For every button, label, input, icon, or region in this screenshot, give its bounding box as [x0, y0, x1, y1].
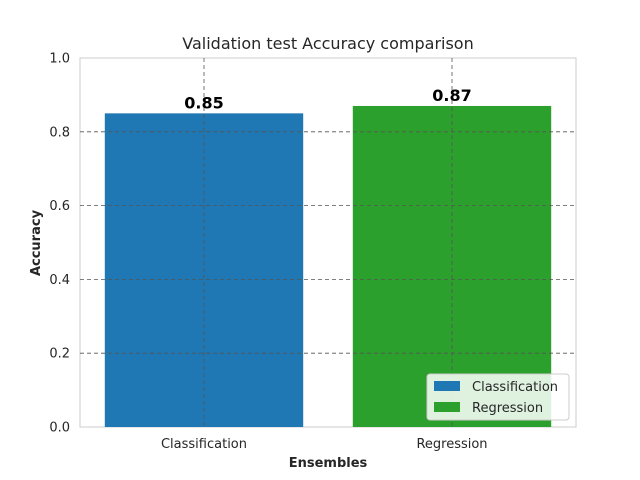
y-tick-label: 1.0: [49, 52, 70, 67]
x-tick-label: Regression: [416, 437, 487, 452]
grid-lines-overlay: [80, 58, 576, 427]
y-tick-label: 0.8: [49, 125, 70, 140]
legend-label-classification: Classification: [472, 380, 558, 395]
data-label-regression: 0.87: [432, 86, 471, 105]
legend-entries: Classification Regression: [434, 380, 558, 416]
axis-ticks: Classification Regression 0.0 0.2 0.4 0.6 0.8 1…: [49, 52, 487, 453]
x-tick-label: Classification: [161, 437, 247, 452]
x-axis-label: Ensembles: [289, 456, 368, 471]
data-labels: 0.85 0.87: [184, 86, 471, 112]
y-tick-label: 0.2: [49, 347, 70, 362]
legend-label-regression: Regression: [472, 401, 543, 416]
legend-box: [426, 373, 570, 421]
chart-title: Validation test Accuracy comparison: [182, 34, 473, 53]
legend-swatch-classification: [434, 381, 460, 391]
legend: Classification Regression: [426, 373, 570, 421]
y-axis-label: Accuracy: [29, 209, 44, 276]
legend-swatch-regression: [434, 402, 460, 412]
y-tick-label: 0.6: [49, 199, 70, 214]
y-tick-label: 0.0: [49, 421, 70, 436]
y-tick-label: 0.4: [49, 273, 70, 288]
data-label-classification: 0.85: [184, 93, 223, 112]
